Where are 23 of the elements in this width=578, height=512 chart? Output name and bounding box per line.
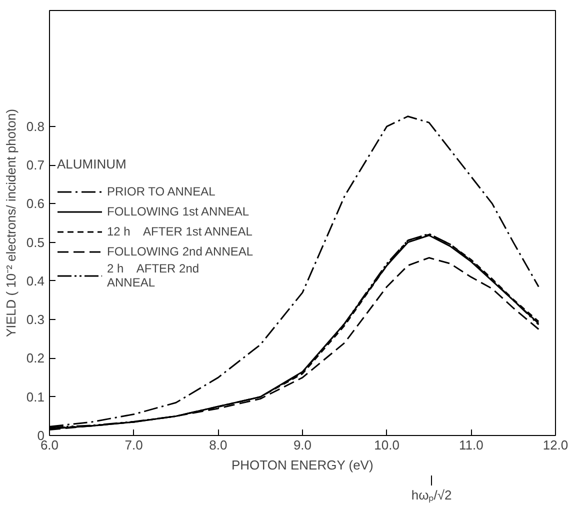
x-tick-label: 9.0 — [293, 438, 312, 452]
y-axis-title: YIELD ( 10⁻² electrons/ incident photon) — [3, 108, 18, 338]
x-tick-label: 7.0 — [124, 438, 143, 452]
y-tick-label: 0.4 — [26, 273, 45, 288]
x-tick-label: 8.0 — [209, 438, 228, 452]
legend-label: PRIOR TO ANNEAL — [107, 184, 216, 198]
legend-label: 2 h AFTER 2nd ANNEAL — [107, 261, 200, 289]
y-tick-label: 0.7 — [26, 158, 45, 173]
y-tick-label: 0.1 — [26, 389, 45, 404]
y-tick-label: 0.6 — [26, 196, 45, 212]
x-axis-title: PHOTON ENERGY (eV) — [231, 458, 374, 472]
y-tick-label: 0.5 — [26, 234, 45, 250]
x-tick-label: 11.0 — [459, 438, 484, 452]
legend-title: ALUMINUM — [57, 156, 128, 171]
x-tick-label: 12.0 — [542, 438, 568, 452]
x-tick-label: 10.0 — [374, 438, 400, 452]
ref-line-label: hωₚ/√2 — [411, 488, 452, 504]
legend-label: FOLLOWING 2nd ANNEAL — [107, 244, 254, 258]
y-tick-label: 0.8 — [26, 118, 45, 134]
y-tick-label: 0.3 — [26, 312, 45, 328]
y-tick-label: 0.2 — [26, 350, 45, 366]
legend-label: 12 h AFTER 1st ANNEAL — [107, 224, 252, 238]
legend-label: FOLLOWING 1st ANNEAL — [107, 204, 250, 218]
